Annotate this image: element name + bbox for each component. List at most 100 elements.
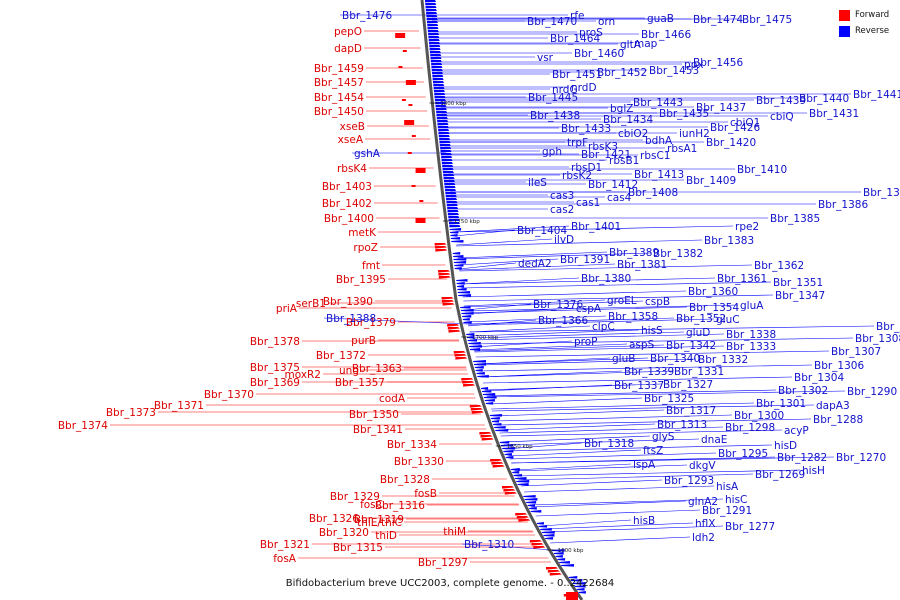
forward-gene-arrow[interactable] [404,120,415,125]
gene-label-bbr-1330[interactable]: Bbr_1330 [394,456,444,468]
gene-label-bdha[interactable]: bdhA [645,135,673,147]
forward-gene-arrow[interactable] [547,570,560,573]
gene-label-bbr-1357[interactable]: Bbr_1357 [335,377,385,389]
reverse-gene-arrow[interactable] [434,93,446,96]
gene-label-thie-thic[interactable]: thiE/thiC [357,517,402,529]
reverse-gene-arrow[interactable] [510,468,520,471]
gene-label-serb1[interactable]: serB1 [296,298,326,310]
gene-label-bbr-1351[interactable]: Bbr_1351 [773,277,823,289]
gene-label-glud[interactable]: gluD [686,327,710,339]
reverse-gene-arrow[interactable] [429,42,441,45]
reverse-gene-arrow[interactable] [428,36,440,39]
reverse-gene-arrow[interactable] [427,24,439,27]
gene-labels[interactable]: pepO dapD Bbr_1459 Bbr_1457 Bbr_1454 Bbr_1450… [58,10,900,569]
reverse-gene-arrow[interactable] [561,564,575,567]
gene-label-asps[interactable]: aspS [629,339,655,351]
gene-label-bbr-1443[interactable]: Bbr_1443 [633,97,683,109]
forward-gene-arrow[interactable] [490,459,503,462]
forward-gene-arrow[interactable] [438,273,451,276]
gene-label-bbr-1334[interactable]: Bbr_1334 [387,439,437,451]
gene-label-bbr-1433[interactable]: Bbr_1433 [561,123,611,135]
gene-label-bbr-1451[interactable]: Bbr_1451 [552,69,602,81]
reverse-gene-arrow[interactable] [425,9,437,12]
forward-gene-arrow[interactable] [462,381,475,384]
gene-label-cas1[interactable]: cas1 [576,197,600,209]
reverse-gene-arrow[interactable] [484,399,495,402]
gene-label-bbr-1277[interactable]: Bbr_1277 [725,521,775,533]
gene-label-bbr-1404[interactable]: Bbr_1404 [517,225,567,237]
gene-label-bbr-1290[interactable]: Bbr_1290 [847,386,897,398]
reverse-gene-arrow[interactable] [441,159,453,162]
reverse-gene-arrow[interactable] [559,561,570,564]
reverse-gene-arrow[interactable] [482,393,496,396]
gene-label-bbr-1386[interactable]: Bbr_1386 [818,199,868,211]
gene-label-bbr-1413[interactable]: Bbr_1413 [634,169,684,181]
gene-label-bbr-1437[interactable]: Bbr_1437 [696,102,746,114]
gene-label-coda[interactable]: codA [379,393,406,405]
reverse-gene-arrow[interactable] [442,165,454,168]
gene-label-metk[interactable]: metK [348,227,377,239]
reverse-gene-arrow[interactable] [552,549,565,552]
gene-label-xseb[interactable]: xseB [340,121,365,133]
gene-label-cbiq[interactable]: cbiQ [770,111,794,123]
forward-gene-arrow[interactable] [447,327,460,330]
reverse-gene-arrow[interactable] [443,174,455,177]
reverse-gene-arrow[interactable] [446,204,458,207]
gene-label-bbr-1439[interactable]: Bbr_1439 [756,95,806,107]
reverse-gene-arrow[interactable] [433,84,445,87]
reverse-gene-arrow[interactable] [435,105,447,108]
forward-gene-arrow[interactable] [501,486,514,489]
gene-label-bbr-1318[interactable]: Bbr_1318 [584,438,634,450]
reverse-gene-arrow[interactable] [441,156,453,159]
gene-label-rbsc1[interactable]: rbsC1 [640,150,670,162]
forward-gene-arrow[interactable] [549,573,562,576]
reverse-gene-arrow[interactable] [433,90,445,93]
gene-label-bbr-1445[interactable]: Bbr_1445 [528,92,578,104]
gene-label-nrdg[interactable]: nrdG [552,84,578,96]
gene-label-bbr-1319[interactable]: Bbr_1319 [354,514,404,526]
gene-label-bbr-1474[interactable]: Bbr_1474 [693,14,743,26]
reverse-gene-arrow[interactable] [466,333,475,336]
reverse-gene-arrow[interactable] [425,3,437,6]
gene-label-glna2[interactable]: glnA2 [688,496,718,508]
reverse-gene-arrow[interactable] [576,588,585,591]
reverse-gene-arrow[interactable] [481,390,492,393]
gene-label-trpf[interactable]: trpF [567,137,588,149]
forward-gene-arrow[interactable] [395,33,406,38]
gene-label-hisc[interactable]: hisC [725,494,747,506]
gene-label-purb[interactable]: purB [351,335,376,347]
gene-label-rpoz[interactable]: rpoZ [353,242,378,254]
reverse-gene-arrow[interactable] [505,456,514,459]
gene-label-bbr-1390[interactable]: Bbr_1390 [323,296,373,308]
reverse-gene-arrow[interactable] [475,369,483,372]
gene-label-bbr-1426[interactable]: Bbr_1426 [710,122,760,134]
reverse-gene-arrow[interactable] [431,66,443,69]
reverse-gene-arrow[interactable] [473,360,486,363]
gene-label-bbr-1293[interactable]: Bbr_1293 [664,475,714,487]
reverse-gene-arrow[interactable] [425,0,436,3]
forward-gene-arrow[interactable] [479,432,492,435]
forward-gene-arrow[interactable] [566,592,578,600]
reverse-gene-arrow[interactable] [494,426,506,429]
gene-label-lspa[interactable]: lspA [633,459,656,471]
gene-label-bbr-1375[interactable]: Bbr_1375 [250,362,300,374]
gene-label-bbr-1325[interactable]: Bbr_1325 [644,393,694,405]
reverse-gene-arrow[interactable] [436,111,448,114]
reverse-gene-arrow[interactable] [441,162,453,165]
reverse-gene-arrow[interactable] [452,252,461,255]
forward-gene-arrow[interactable] [415,168,426,173]
gene-label-bbr-1382[interactable]: Bbr_1382 [653,248,703,260]
gene-label-bbr-1337[interactable]: Bbr_1337 [614,380,664,392]
forward-gene-arrow[interactable] [470,408,483,411]
gene-label-bbr-1457[interactable]: Bbr_1457 [314,77,364,89]
gene-label-bbr-1438[interactable]: Bbr_1438 [530,110,580,122]
reverse-gene-arrow[interactable] [449,228,462,231]
gene-label-ldh2[interactable]: ldh2 [692,532,715,544]
gene-label-map[interactable]: map [634,38,658,50]
gene-label-bbr-1376[interactable]: Bbr_1376 [533,299,583,311]
reverse-gene-arrow[interactable] [432,78,444,81]
gene-label-hisb[interactable]: hisB [633,515,655,527]
reverse-gene-arrow[interactable] [430,60,442,63]
reverse-gene-arrow[interactable] [447,210,459,213]
reverse-gene-arrow[interactable] [469,348,481,351]
